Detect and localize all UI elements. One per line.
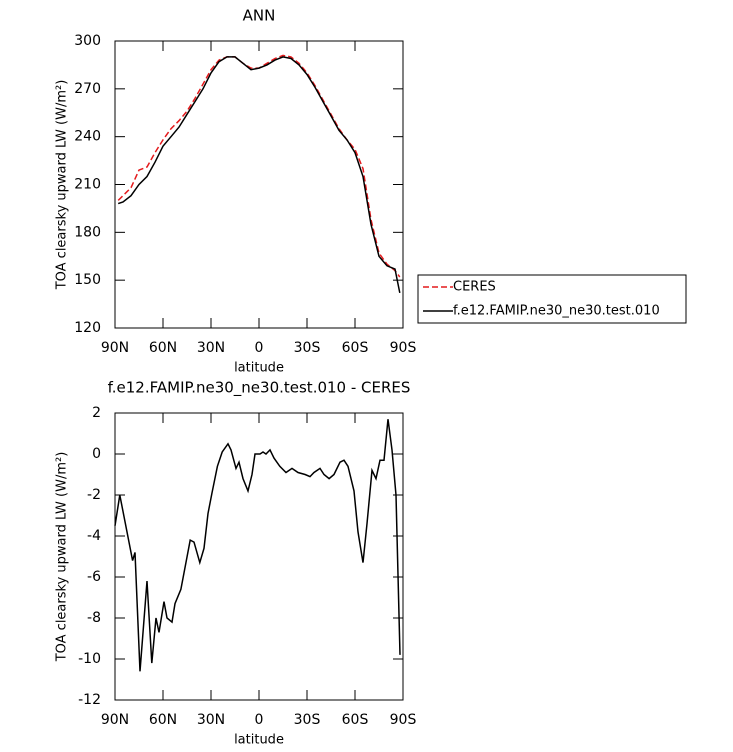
y-tick-label: 120 xyxy=(74,320,101,336)
y-tick-label: 240 xyxy=(74,129,101,145)
plot-frame xyxy=(114,412,404,701)
y-axis-label: TOA clearsky upward LW (W/m²) xyxy=(55,452,70,663)
chart-title: f.e12.FAMIP.ne30_ne30.test.010 - CERES xyxy=(108,379,411,398)
x-tick-label: 30S xyxy=(294,712,321,728)
y-tick-label: -4 xyxy=(87,528,101,544)
y-tick-label: -10 xyxy=(78,651,101,667)
x-tick-label: 30S xyxy=(294,340,321,356)
legend-label: CERES xyxy=(453,280,496,295)
x-tick-label: 90N xyxy=(101,340,129,356)
x-tick-label: 60N xyxy=(149,340,177,356)
x-tick-label: 90N xyxy=(101,712,129,728)
y-tick-label: 180 xyxy=(74,224,101,240)
chart-title: ANN xyxy=(243,7,276,25)
x-axis-label: latitude xyxy=(234,733,284,748)
x-tick-label: 0 xyxy=(255,712,264,728)
x-tick-label: 60S xyxy=(342,712,369,728)
x-axis-label: latitude xyxy=(234,361,284,376)
data-line xyxy=(117,54,401,278)
y-tick-label: 0 xyxy=(92,446,101,462)
x-tick-label: 60S xyxy=(342,340,369,356)
y-tick-label: 150 xyxy=(74,272,101,288)
y-axis-label: TOA clearsky upward LW (W/m²) xyxy=(55,80,70,291)
y-tick-label: -2 xyxy=(87,487,101,503)
y-tick-label: -8 xyxy=(87,610,101,626)
y-tick-label: 2 xyxy=(92,405,101,421)
x-tick-label: 60N xyxy=(149,712,177,728)
x-tick-label: 90S xyxy=(390,340,417,356)
plot-frame xyxy=(114,40,404,329)
y-tick-label: 300 xyxy=(74,33,101,49)
data-line xyxy=(114,419,401,672)
legend-box xyxy=(417,274,687,324)
legend-label: f.e12.FAMIP.ne30_ne30.test.010 xyxy=(453,304,660,319)
x-tick-label: 30N xyxy=(197,340,225,356)
y-tick-label: -12 xyxy=(78,692,101,708)
y-tick-label: 270 xyxy=(74,81,101,97)
x-tick-label: 90S xyxy=(390,712,417,728)
x-tick-label: 30N xyxy=(197,712,225,728)
x-tick-label: 0 xyxy=(255,340,264,356)
data-line xyxy=(117,56,401,294)
y-tick-label: -6 xyxy=(87,569,101,585)
y-tick-label: 210 xyxy=(74,177,101,193)
